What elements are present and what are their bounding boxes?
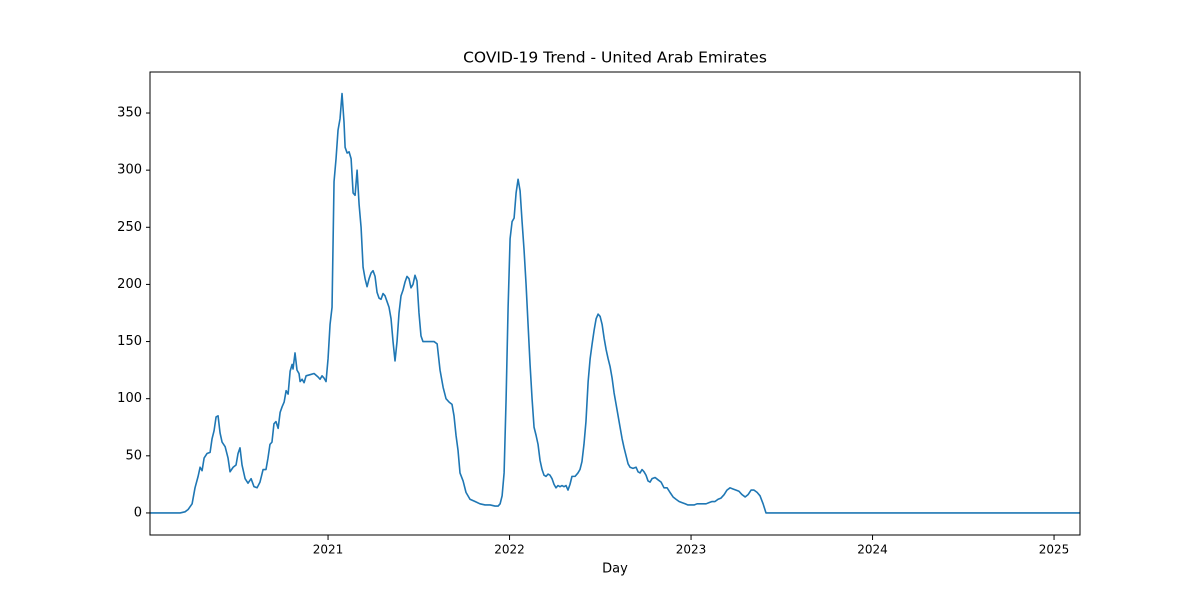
x-axis-label: Day [602, 562, 628, 577]
y-tick-label: 200 [117, 277, 142, 292]
y-tick-label: 100 [117, 391, 142, 406]
y-tick-label: 0 [134, 505, 142, 520]
x-tick-label: 2025 [1039, 543, 1070, 557]
y-tick-label: 150 [117, 334, 142, 349]
x-tick-label: 2024 [857, 543, 888, 557]
plot-frame [149, 71, 1081, 536]
y-tick-label: 250 [117, 220, 142, 235]
x-tick-label: 2023 [676, 543, 707, 557]
y-tick-label: 300 [117, 163, 142, 178]
x-tick-label: 2021 [313, 543, 344, 557]
y-tick-label: 350 [117, 106, 142, 121]
y-tick-label: 50 [125, 448, 142, 463]
data-line [150, 92, 1080, 514]
chart-title: COVID-19 Trend - United Arab Emirates [463, 49, 767, 67]
x-tick-label: 2022 [494, 543, 525, 557]
